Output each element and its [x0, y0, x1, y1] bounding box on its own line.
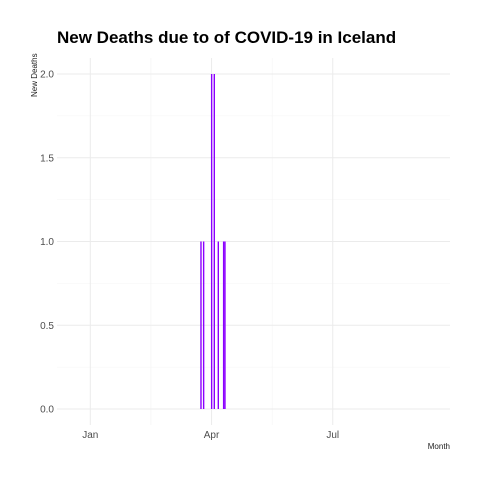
chart-title: New Deaths due to of COVID-19 in Iceland: [57, 28, 396, 47]
y-tick-label: 0.0: [40, 405, 54, 416]
x-tick-label: Jan: [82, 430, 98, 441]
x-tick-label: Apr: [204, 430, 220, 441]
y-tick-label: 2.0: [40, 70, 54, 81]
bar: [202, 241, 205, 409]
y-tick-labels: 0.0 0.5 1.0 1.5 2.0: [40, 70, 54, 416]
bar-series: [200, 74, 226, 409]
bar: [217, 241, 219, 409]
y-tick-label: 1.5: [40, 153, 54, 164]
bar: [224, 241, 226, 409]
y-tick-label: 1.0: [40, 237, 54, 248]
bar: [213, 74, 215, 409]
grid-lines: [57, 58, 450, 425]
x-tick-labels: Jan Apr Jul: [82, 430, 339, 441]
bar: [222, 241, 225, 409]
bar: [200, 241, 202, 409]
x-axis-title: Month: [428, 442, 450, 451]
y-tick-label: 0.5: [40, 321, 54, 332]
x-tick-label: Jul: [326, 430, 339, 441]
y-axis-title: New Deaths: [30, 53, 39, 97]
bar: [210, 74, 213, 409]
